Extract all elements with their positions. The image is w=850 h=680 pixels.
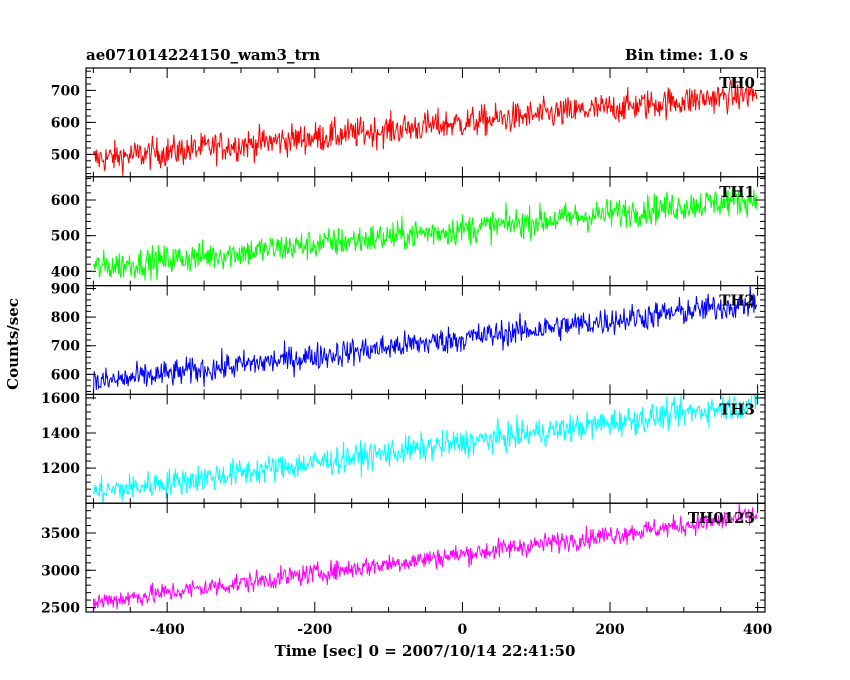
series-th0 — [92, 78, 758, 177]
y-tick-label: 600 — [51, 193, 80, 209]
y-tick-label: 3000 — [41, 563, 80, 579]
chart-title: ae071014224150_wam3_trn — [86, 46, 320, 64]
series-th0123 — [92, 504, 758, 610]
series-th3 — [92, 394, 758, 504]
panel-label: TH1 — [719, 183, 755, 201]
bin-time-label: Bin time: 1.0 s — [625, 46, 748, 64]
panel-th0123: 2500 3000 3500 TH0123 — [41, 502, 766, 617]
y-tick-label: 600 — [51, 367, 80, 383]
y-axis-label: Counts/sec — [4, 298, 22, 390]
y-tick-label: 500 — [51, 229, 80, 245]
y-tick-label: 500 — [51, 147, 80, 163]
x-tick-label: -200 — [297, 622, 332, 638]
series-th1 — [92, 186, 758, 281]
y-tick-label: 800 — [51, 310, 80, 326]
x-tick-label: 200 — [595, 622, 624, 638]
y-tick-label: 600 — [51, 115, 80, 131]
y-tick-label: 400 — [51, 264, 80, 280]
y-tick-label: 3500 — [41, 526, 80, 542]
y-tick-label: 900 — [51, 281, 80, 297]
x-tick-label: 0 — [458, 622, 468, 638]
panel-group: 500 600 700 TH0 400 500 600 TH1 600 700 800 900 TH2 1… — [41, 67, 772, 638]
y-tick-label: 2500 — [41, 601, 80, 617]
y-tick-label: 1600 — [41, 391, 80, 407]
x-tick-label: -400 — [150, 622, 185, 638]
panel-frame — [85, 393, 766, 504]
y-tick-label: 700 — [51, 83, 80, 99]
y-tick-label: 1400 — [41, 426, 80, 442]
panel-label: TH2 — [719, 292, 755, 310]
panel-th2: 600 700 800 900 TH2 — [51, 281, 766, 396]
panel-th3: 1200 1400 1600 TH3 — [41, 391, 766, 504]
y-tick-label: 700 — [51, 339, 80, 355]
panel-label: TH0123 — [688, 509, 755, 527]
panel-th1: 400 500 600 TH1 — [51, 176, 766, 287]
panel-label: TH3 — [719, 400, 755, 418]
x-tick-label: 400 — [743, 622, 772, 638]
panel-th0: 500 600 700 TH0 — [51, 67, 766, 178]
x-axis-label: Time [sec] 0 = 2007/10/14 22:41:50 — [275, 642, 576, 660]
series-th2 — [93, 285, 758, 395]
y-tick-label: 1200 — [41, 461, 80, 477]
panel-label: TH0 — [719, 74, 755, 92]
